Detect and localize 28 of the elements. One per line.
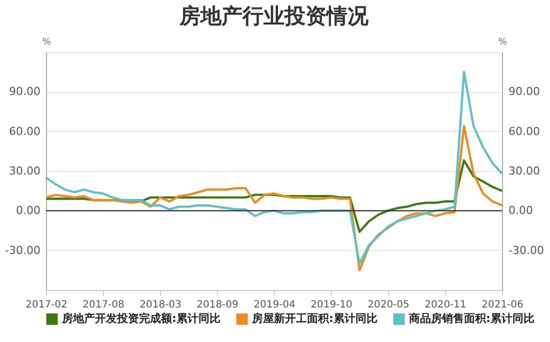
y-axis-title: % bbox=[42, 38, 52, 48]
y2-tick-label: 90.00 bbox=[508, 85, 540, 98]
line-series bbox=[44, 159, 504, 233]
y-tick-label: -30.00 bbox=[5, 244, 40, 257]
legend-label: 房屋新开工面积:累计同比 bbox=[251, 312, 378, 326]
line-series bbox=[44, 70, 504, 265]
x-tick-label: 2020-11 bbox=[424, 300, 466, 310]
y2-tick-label: 60.00 bbox=[508, 124, 540, 138]
y-tick-label: 90.00 bbox=[9, 85, 40, 98]
x-tick-label: 2017-02 bbox=[26, 300, 68, 310]
legend-label: 商品房销售面积:累计同比 bbox=[408, 312, 534, 326]
line-series bbox=[44, 124, 504, 272]
y2-tick-label: -30.00 bbox=[508, 244, 544, 257]
x-tick-label: 2019-04 bbox=[254, 300, 296, 310]
x-tick-label: 2021-06 bbox=[482, 300, 524, 310]
x-tick-label: 2020-05 bbox=[368, 300, 410, 310]
legend-label: 房地产开发投资完成额:累计同比 bbox=[61, 312, 220, 326]
y-tick-label: 30.00 bbox=[9, 164, 40, 178]
y2-tick-label: 0.00 bbox=[508, 204, 533, 218]
y2-axis-title: % bbox=[498, 38, 508, 48]
x-tick-label: 2018-03 bbox=[140, 300, 182, 310]
x-tick-label: 2019-10 bbox=[310, 300, 352, 310]
y2-tick-label: 30.00 bbox=[508, 164, 540, 178]
chart-title: 房地产行业投资情况 bbox=[178, 4, 370, 28]
x-tick-label: 2017-08 bbox=[82, 300, 124, 310]
y-tick-label: 60.00 bbox=[9, 124, 40, 138]
y-tick-label: 0.00 bbox=[16, 204, 40, 218]
x-tick-label: 2018-09 bbox=[196, 300, 238, 310]
